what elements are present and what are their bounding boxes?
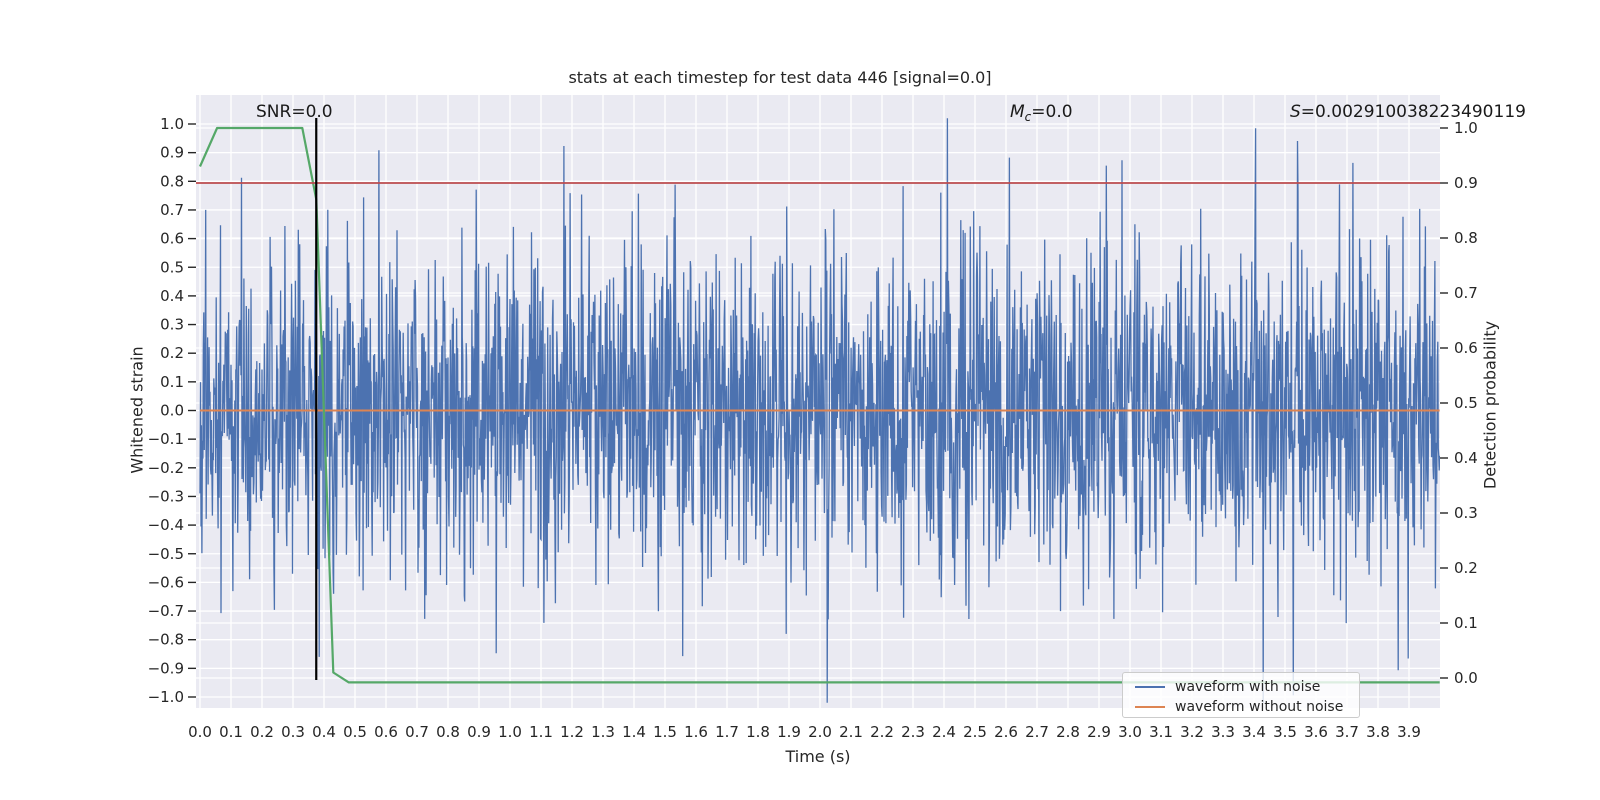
chirp-mass-subscript: c [1024,110,1032,124]
y-tick-label-left: 0.5 [160,258,184,276]
waveform-with-noise-line [199,118,1440,703]
tick-labels: −1.0 −0.9 −0.8 −0.7 −0.6 −0.5 −0.4 −0.3 −0.2 −0.1… [148,115,1478,741]
y-tick-label-left: −0.1 [148,430,184,448]
chart-title: stats at each timestep for test data 446… [568,68,992,87]
x-tick-label: 3.5 [1273,723,1297,741]
y-tick-label-left: −1.0 [148,688,184,706]
y-tick-label-left: 1.0 [160,115,184,133]
y-tick-label-left: −0.9 [148,659,184,677]
x-tick-label: 0.7 [405,723,429,741]
y-tick-label-right: 0.3 [1454,504,1478,522]
x-tick-label: 2.1 [839,723,863,741]
legend: waveform with noise waveform without noi… [1122,672,1360,718]
x-tick-label: 0.2 [250,723,274,741]
y-axis-label-right: Detection probability [1480,320,1500,490]
snr-annotation: SNR=0.0 [256,102,333,122]
x-tick-label: 3.8 [1366,723,1390,741]
x-tick-label: 1.4 [622,723,646,741]
y-tick-label-left: 0.8 [160,172,184,190]
x-tick-label: 3.1 [1149,723,1173,741]
legend-label: waveform with noise [1175,679,1321,695]
x-tick-label: 0.1 [219,723,243,741]
y-tick-label-right: 0.5 [1454,394,1478,412]
x-tick-label: 0.6 [374,723,398,741]
y-tick-label-left: −0.3 [148,487,184,505]
y-tick-label-right: 1.0 [1454,119,1478,137]
chirp-mass-value: =0.0 [1031,102,1073,122]
chirp-mass-annotation: Mc=0.0 [1010,102,1073,124]
legend-label: waveform without noise [1175,699,1344,715]
x-tick-label: 2.7 [1025,723,1049,741]
x-tick-label: 0.4 [312,723,336,741]
y-tick-label-right: 0.6 [1454,339,1478,357]
chirp-mass-symbol: M [1010,102,1025,122]
y-tick-label-left: −0.7 [148,602,184,620]
x-tick-label: 1.8 [746,723,770,741]
y-tick-label-right: 0.4 [1454,449,1478,467]
legend-line-sample-orange [1135,706,1165,708]
y-tick-label-right: 0.7 [1454,284,1478,302]
x-tick-label: 3.2 [1180,723,1204,741]
y-tick-label-left: 0.6 [160,230,184,248]
x-tick-label: 2.9 [1087,723,1111,741]
x-tick-label: 0.5 [343,723,367,741]
snr-annotation-text: SNR=0.0 [256,102,333,122]
y-tick-label-right: 0.8 [1454,229,1478,247]
x-tick-label: 3.6 [1304,723,1328,741]
x-tick-label: 3.4 [1242,723,1266,741]
x-tick-label: 1.6 [684,723,708,741]
y-tick-label-left: −0.4 [148,516,184,534]
legend-entry-without-noise: waveform without noise [1135,697,1359,717]
y-tick-label-left: 0.7 [160,201,184,219]
x-tick-label: 3.7 [1335,723,1359,741]
y-tick-label-right: 0.9 [1454,174,1478,192]
x-tick-label: 2.5 [963,723,987,741]
x-tick-label: 1.1 [529,723,553,741]
y-tick-label-left: −0.2 [148,459,184,477]
y-tick-label-left: 0.3 [160,316,184,334]
x-tick-label: 2.8 [1056,723,1080,741]
x-tick-label: 2.6 [994,723,1018,741]
x-tick-label: 0.8 [436,723,460,741]
x-tick-label: 2.4 [932,723,956,741]
tick-marks [188,123,1448,698]
data-series [196,118,1440,703]
x-tick-label: 1.7 [715,723,739,741]
statistic-value: =0.002910038223490119 [1300,102,1526,122]
y-tick-label-right: 0.1 [1454,614,1478,632]
x-tick-label: 1.2 [560,723,584,741]
y-tick-label-left: 0.4 [160,287,184,305]
y-tick-label-left: −0.5 [148,545,184,563]
x-tick-label: 3.9 [1397,723,1421,741]
y-tick-label-left: −0.6 [148,573,184,591]
y-tick-label-left: 0.0 [160,402,184,420]
y-tick-label-left: 0.9 [160,144,184,162]
legend-entry-with-noise: waveform with noise [1135,677,1359,697]
x-tick-label: 2.3 [901,723,925,741]
x-tick-label: 3.3 [1211,723,1235,741]
x-tick-label: 1.0 [498,723,522,741]
y-axis-label-left: Whitened strain [127,346,147,474]
legend-line-sample-blue [1135,686,1165,688]
x-tick-label: 0.9 [467,723,491,741]
x-tick-label: 2.2 [870,723,894,741]
x-tick-label: 1.5 [653,723,677,741]
y-tick-label-right: 0.0 [1454,669,1478,687]
y-tick-label-left: −0.8 [148,631,184,649]
y-tick-label-left: 0.2 [160,344,184,362]
statistic-annotation: S=0.002910038223490119 [1290,102,1526,122]
x-tick-label: 1.9 [777,723,801,741]
x-tick-label: 0.3 [281,723,305,741]
x-tick-label: 3.0 [1118,723,1142,741]
y-tick-label-right: 0.2 [1454,559,1478,577]
x-tick-label: 1.3 [591,723,615,741]
statistic-symbol: S [1290,102,1301,122]
x-axis-label: Time (s) [785,747,851,766]
y-tick-label-left: 0.1 [160,373,184,391]
x-tick-label: 0.0 [188,723,212,741]
x-tick-label: 2.0 [808,723,832,741]
